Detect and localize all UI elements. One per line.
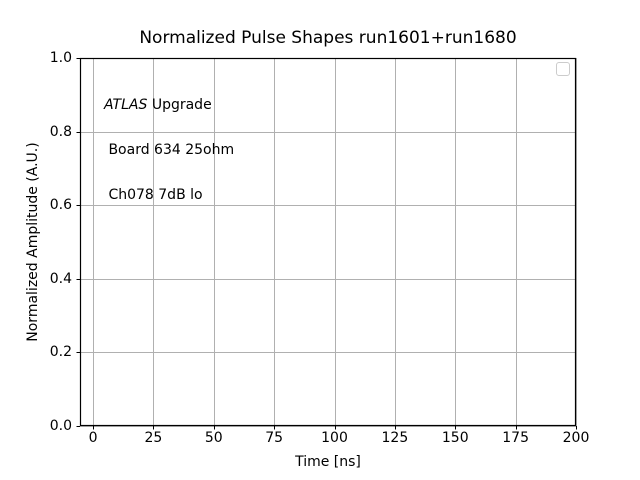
legend-box-empty — [556, 62, 570, 76]
x-tick-label: 125 — [381, 430, 409, 446]
y-tick-label: 0.8 — [49, 123, 72, 140]
y-tick-label: 0.4 — [49, 270, 72, 287]
annotation-block: ATLAS Upgrade Board 634 25ohm Ch078 7dB … — [104, 68, 234, 233]
x-tick-label: 200 — [562, 430, 590, 446]
x-tick-label: 75 — [265, 430, 284, 446]
x-tick-label: 25 — [144, 430, 163, 446]
y-tick-label: 1.0 — [49, 50, 72, 66]
y-tick-label: 0.0 — [49, 418, 72, 434]
x-tick-label: 0 — [88, 430, 98, 446]
annotation-line-2: Board 634 25ohm — [104, 142, 235, 158]
axes-spines — [79, 57, 577, 427]
annotation-line-1: ATLAS Upgrade — [104, 98, 234, 113]
annotation-line-1-rest: Upgrade — [147, 97, 212, 113]
y-tick-label: 0.6 — [49, 197, 72, 214]
annotation-line-3: Ch078 7dB lo — [104, 187, 203, 203]
x-axis-label: Time [ns] — [295, 454, 361, 470]
x-tick-label: 100 — [321, 430, 348, 446]
y-axis-label: Normalized Amplitude (A.U.) — [25, 142, 41, 342]
y-tick-label: 0.2 — [49, 344, 72, 361]
x-tick-label: 150 — [441, 430, 469, 446]
x-tick-label: 50 — [204, 430, 223, 446]
chart-title: Normalized Pulse Shapes run1601+run1680 — [139, 28, 517, 48]
x-tick-label: 175 — [502, 430, 529, 446]
annotation-atlas-italic: ATLAS — [104, 97, 148, 113]
